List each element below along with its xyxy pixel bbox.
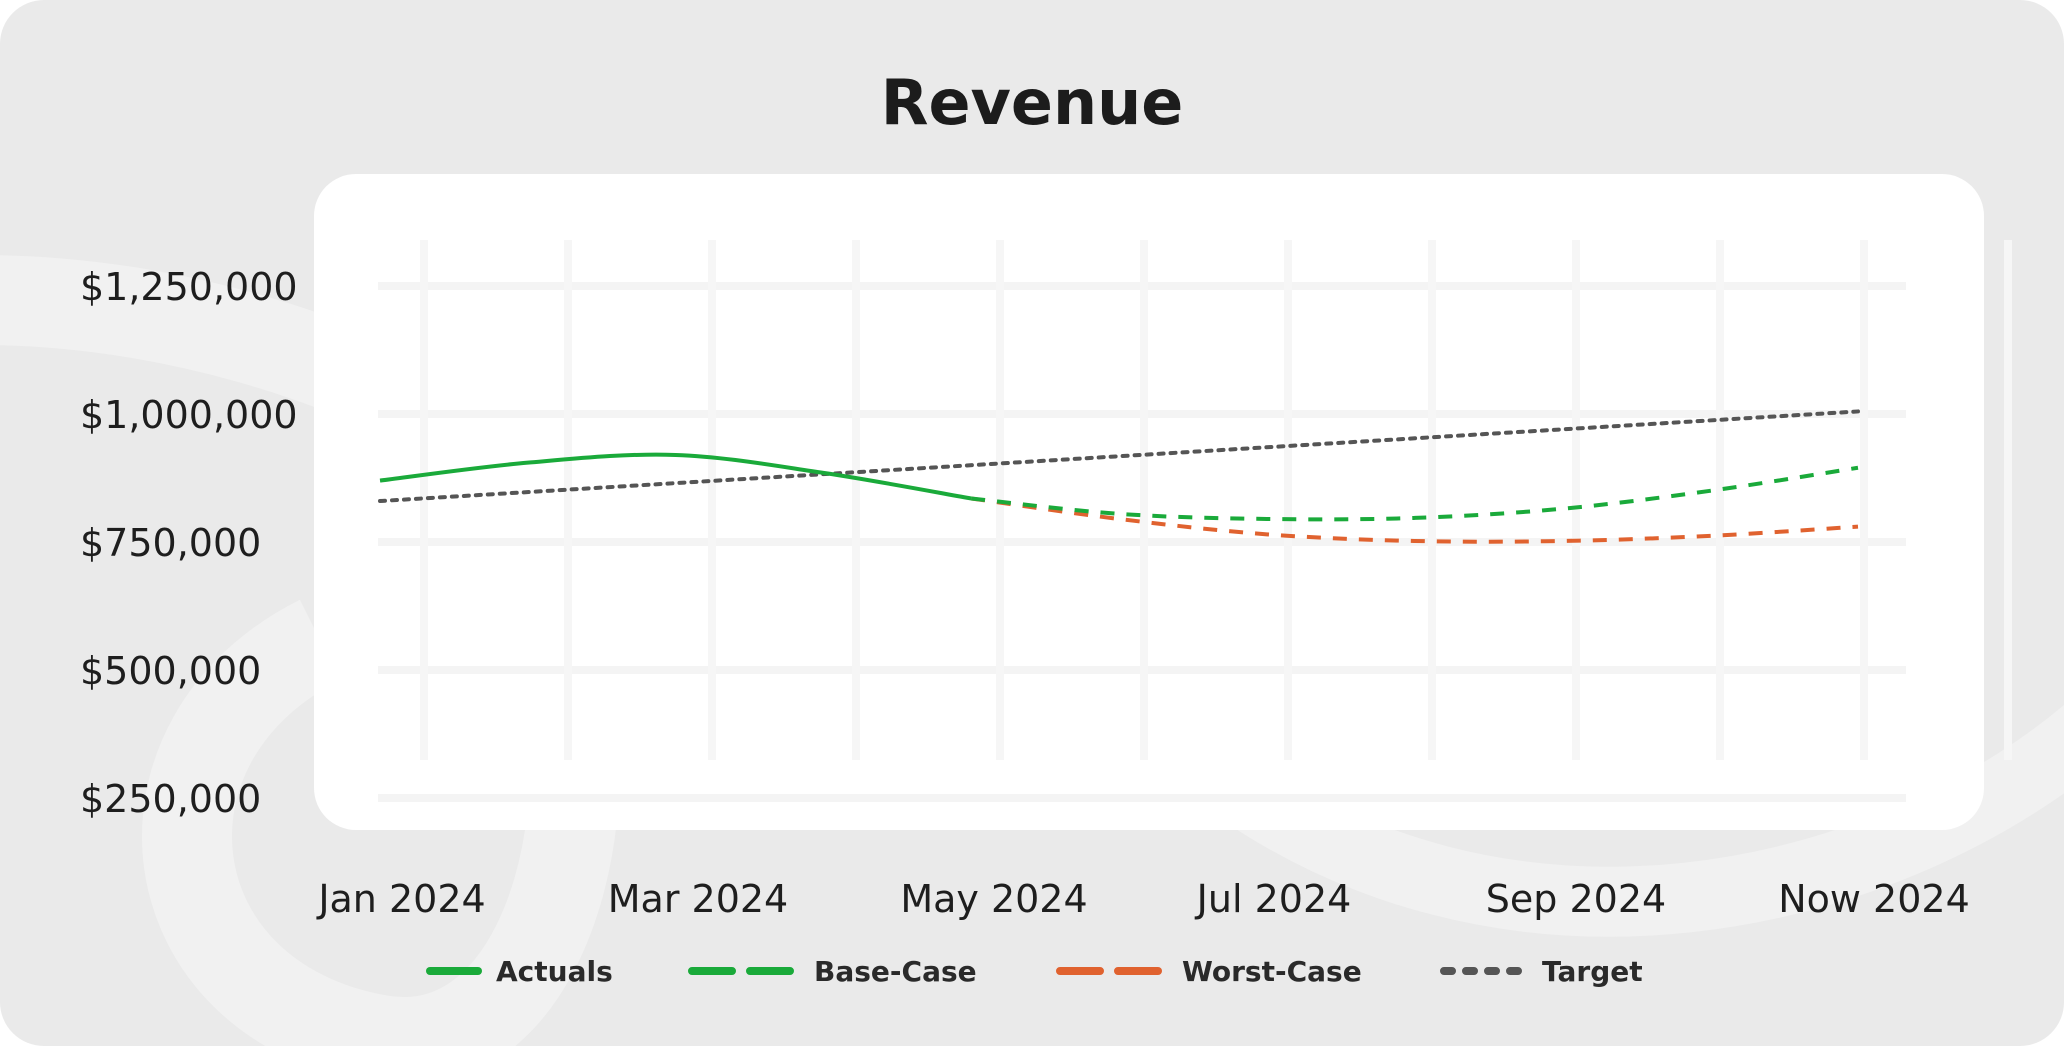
series-line-worst-case (970, 496, 1859, 544)
legend-label: Base-Case (814, 955, 977, 988)
legend-item-actuals: Actuals (426, 955, 613, 988)
x-tick-label: Jan 2024 (316, 877, 485, 921)
legend-item-target: Target (1440, 955, 1643, 988)
legend-item-worst-case: Worst-Case (1056, 955, 1362, 988)
y-tick-label: $500,000 (80, 649, 261, 693)
series-line-actuals (379, 452, 972, 501)
legend-label: Actuals (496, 955, 613, 988)
x-tick-label: Mar 2024 (608, 877, 788, 921)
legend-label: Target (1542, 955, 1643, 988)
x-tick-label: Now 2024 (1778, 877, 1970, 921)
y-tick-label: $1,000,000 (80, 393, 298, 437)
y-tick-label: $250,000 (80, 777, 261, 821)
legend-item-base-case: Base-Case (688, 955, 977, 988)
legend-label: Worst-Case (1182, 955, 1362, 988)
series-line-base-case (970, 465, 1859, 522)
x-tick-label: Jul 2024 (1195, 877, 1352, 921)
x-axis-ticks: Jan 2024 Mar 2024 May 2024 Jul 2024 Sep 2024… (316, 877, 1969, 921)
y-axis-ticks: $1,250,000 $1,000,000 $750,000 $500,000 $250… (80, 265, 298, 821)
series-line-target (378, 409, 1860, 504)
y-tick-label: $750,000 (80, 521, 261, 565)
gridlines (378, 240, 2012, 802)
series-lines (378, 409, 1860, 544)
y-tick-label: $1,250,000 (80, 265, 298, 309)
x-tick-label: May 2024 (900, 877, 1087, 921)
x-tick-label: Sep 2024 (1486, 877, 1666, 921)
chart-title: Revenue (880, 66, 1184, 139)
legend: Actuals Base-Case Worst-Case Target (426, 955, 1643, 988)
